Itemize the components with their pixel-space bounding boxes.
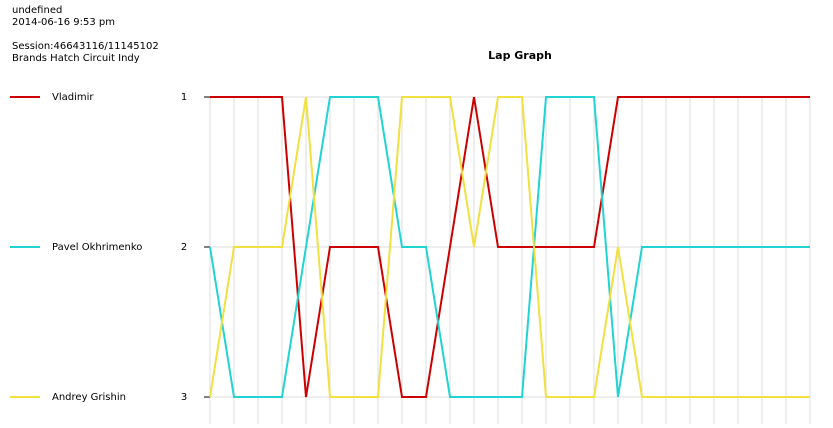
series-line [209, 96, 810, 398]
y-tick-label: 1 [181, 92, 187, 103]
legend-label: Andrey Grishin [52, 392, 126, 403]
header-track: Brands Hatch Circuit Indy [12, 53, 140, 64]
y-tick-label: 2 [181, 242, 187, 253]
header-session: Session:46643116/11145102 [12, 41, 159, 52]
series-line [209, 96, 810, 398]
header-line: undefined [12, 5, 62, 16]
legend-label: Pavel Okhrimenko [52, 242, 142, 253]
series-line [210, 96, 810, 398]
header-date: 2014-06-16 9:53 pm [12, 17, 115, 28]
y-tick-label: 3 [181, 392, 187, 403]
chart-title: Lap Graph [488, 49, 552, 62]
legend-label: Vladimir [52, 92, 94, 103]
